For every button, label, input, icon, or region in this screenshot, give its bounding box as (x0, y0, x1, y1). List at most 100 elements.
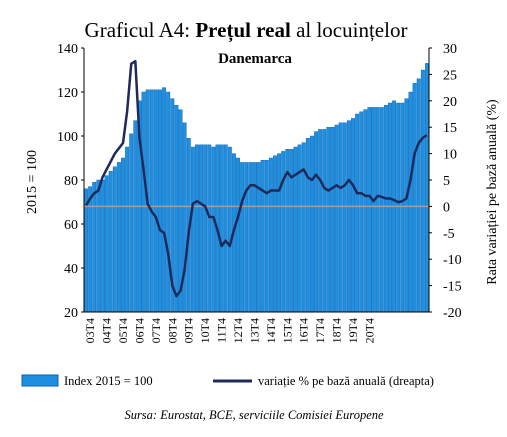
index-bar (236, 157, 240, 313)
index-bar (412, 82, 417, 313)
index-bar (153, 89, 158, 313)
x-tick-label: 20T4 (362, 318, 376, 343)
index-bar (400, 102, 405, 313)
index-bar (367, 107, 372, 313)
left-tick-label: 80 (64, 174, 78, 189)
index-bar (207, 144, 212, 313)
index-bar (314, 131, 319, 313)
index-bar (277, 153, 282, 313)
source-note: Sursa: Eurostat, BCE, serviciile Comisie… (124, 408, 384, 422)
index-bar (396, 102, 401, 313)
index-bar (203, 144, 208, 313)
left-tick-labels: 20 40 60 80 100 120 140 (57, 42, 84, 321)
right-tick-label: -5 (443, 227, 455, 242)
x-tick-label: 13T4 (247, 318, 261, 343)
index-bar (289, 148, 294, 313)
left-tick-label: 40 (64, 262, 78, 277)
annual-change-line (84, 59, 428, 298)
index-bar (309, 135, 314, 313)
left-tick-label: 20 (64, 306, 78, 321)
index-bar (416, 78, 421, 313)
index-bar (318, 129, 323, 313)
index-bar (96, 179, 101, 313)
right-tick-label: 20 (443, 95, 457, 110)
index-bar (219, 144, 224, 313)
index-bar (330, 126, 335, 313)
x-tick-label: 18T4 (330, 318, 344, 343)
index-bar (166, 91, 171, 313)
x-tick-label: 06T4 (132, 318, 146, 343)
right-tick-label: 5 (443, 174, 450, 189)
x-tick-label: 03T4 (83, 318, 97, 343)
index-bar (129, 133, 134, 313)
index-bar (338, 122, 343, 313)
x-tick-label: 08T4 (165, 318, 179, 343)
index-bar (268, 157, 273, 313)
x-tick-label: 12T4 (231, 318, 245, 343)
legend-bar-label: Index 2015 = 100 (64, 374, 153, 388)
index-bar (141, 91, 146, 313)
x-tick-labels: 03T4 04T4 05T4 06T4 07T4 08T4 09T4 10T4 11T4 12T4… (83, 318, 376, 343)
x-tick-label: 05T4 (116, 318, 130, 343)
chart-title-suffix: al locuințelor (291, 18, 408, 42)
index-bar (108, 170, 113, 313)
index-bar (322, 129, 327, 313)
index-bar (273, 155, 277, 313)
right-tick-label: 30 (443, 42, 457, 57)
index-bar (256, 162, 261, 313)
chart-title-bold: Prețul real (195, 18, 291, 43)
index-bar (121, 157, 125, 313)
index-bar (351, 118, 355, 313)
index-bar (182, 122, 187, 313)
index-bar (388, 102, 392, 313)
index-bar (112, 166, 117, 313)
index-bar (379, 107, 384, 313)
right-axis-label: Rata variației pe bază anuală (%) (485, 99, 500, 285)
index-bar (194, 144, 199, 313)
index-bar (359, 111, 364, 313)
legend-line-label: variație % pe bază anuală (dreapta) (258, 374, 434, 388)
index-bar (363, 109, 368, 313)
index-bar (301, 142, 306, 313)
x-tick-label: 19T4 (346, 318, 360, 343)
left-tick-label: 100 (57, 130, 78, 145)
right-tick-labels: -20 -15 -10 -5 0 5 10 15 20 25 30 (429, 42, 462, 321)
index-bar (355, 113, 360, 313)
chart-subtitle: Danemarca (218, 51, 292, 67)
right-tick-label: -20 (443, 306, 462, 321)
right-tick-label: -15 (443, 280, 462, 295)
index-bar (133, 120, 138, 313)
right-tick-label: 0 (443, 200, 450, 215)
left-axis-label: 2015 = 100 (25, 150, 40, 214)
x-tick-label: 09T4 (182, 318, 196, 343)
index-bar (375, 107, 380, 313)
index-bar (158, 89, 162, 313)
index-bar (88, 186, 93, 313)
x-tick-label: 07T4 (149, 318, 163, 343)
index-bar (149, 89, 154, 313)
index-bar (116, 162, 121, 313)
index-bar (293, 146, 298, 313)
index-bar (227, 146, 232, 313)
index-bar (334, 124, 339, 313)
index-bar (199, 144, 204, 313)
x-tick-label: 17T4 (313, 318, 327, 343)
index-bar (346, 120, 351, 313)
right-tick-label: 15 (443, 121, 457, 136)
index-bar (326, 126, 331, 313)
x-tick-label: 15T4 (280, 318, 294, 343)
index-bar (408, 91, 413, 313)
index-bar (264, 159, 269, 313)
left-tick-label: 140 (57, 42, 78, 57)
index-bar (104, 175, 109, 313)
right-tick-label: -10 (443, 253, 462, 268)
x-tick-label: 11T4 (215, 318, 229, 343)
index-bar (424, 63, 429, 313)
chart-title: Graficul A4: Prețul real al locuințelor (85, 18, 408, 43)
index-bar (305, 137, 310, 313)
index-bar (260, 159, 265, 313)
index-bar (404, 98, 409, 313)
index-bar (190, 146, 195, 313)
index-bar (125, 146, 130, 313)
